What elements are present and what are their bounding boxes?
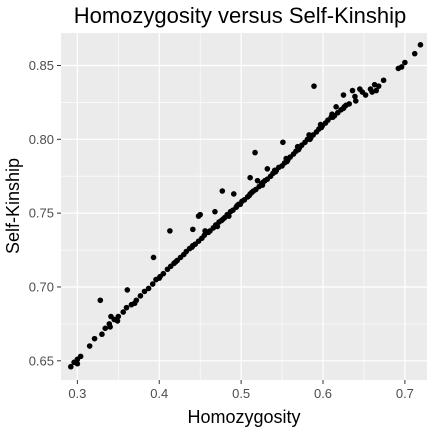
data-point bbox=[160, 270, 167, 277]
data-point bbox=[247, 174, 253, 181]
data-point bbox=[307, 136, 313, 143]
data-point bbox=[219, 188, 226, 194]
data-point bbox=[271, 167, 278, 174]
data-point bbox=[107, 324, 113, 330]
data-point bbox=[137, 293, 144, 299]
data-point bbox=[357, 86, 363, 92]
data-point bbox=[237, 201, 244, 208]
data-point bbox=[86, 343, 93, 349]
data-point bbox=[212, 208, 218, 215]
plot-panel bbox=[61, 33, 427, 380]
data-point bbox=[141, 288, 148, 295]
data-point bbox=[367, 86, 374, 92]
data-point bbox=[252, 149, 258, 156]
x-tick-label: 0.7 bbox=[396, 386, 414, 401]
data-point bbox=[306, 132, 312, 138]
y-axis-ticks: 0.65 0.70 0.75 0.80 0.85 bbox=[29, 58, 61, 368]
data-point bbox=[167, 228, 173, 234]
data-point bbox=[150, 254, 157, 261]
data-point bbox=[214, 223, 221, 230]
y-tick-label: 0.65 bbox=[29, 353, 54, 368]
x-tick-label: 0.6 bbox=[314, 386, 332, 401]
y-tick-label: 0.75 bbox=[29, 206, 54, 221]
data-point bbox=[68, 363, 74, 370]
data-point bbox=[115, 313, 122, 320]
data-point bbox=[371, 81, 378, 88]
data-point bbox=[123, 304, 130, 311]
data-point bbox=[202, 228, 208, 234]
y-tick-label: 0.70 bbox=[29, 279, 54, 294]
data-point bbox=[380, 77, 387, 84]
data-point bbox=[260, 179, 267, 185]
data-point bbox=[77, 353, 84, 360]
data-point bbox=[264, 166, 271, 172]
data-point bbox=[411, 50, 418, 57]
data-point bbox=[340, 105, 347, 112]
data-point bbox=[248, 189, 255, 196]
data-point bbox=[149, 281, 156, 287]
data-point bbox=[145, 285, 152, 292]
x-axis-title: Homozygosity bbox=[187, 407, 300, 427]
x-axis-ticks: 0.3 0.4 0.5 0.6 0.7 bbox=[68, 380, 414, 401]
data-point bbox=[230, 191, 237, 197]
data-point bbox=[91, 335, 98, 342]
data-point bbox=[294, 143, 301, 150]
y-tick-label: 0.80 bbox=[29, 132, 54, 147]
x-tick-label: 0.3 bbox=[68, 386, 86, 401]
data-point bbox=[131, 300, 138, 307]
x-tick-label: 0.4 bbox=[150, 386, 168, 401]
data-point bbox=[97, 297, 104, 304]
data-point bbox=[189, 244, 195, 250]
data-point bbox=[120, 309, 127, 315]
data-point bbox=[124, 287, 131, 293]
data-point bbox=[114, 318, 121, 324]
data-point bbox=[254, 177, 261, 184]
data-point bbox=[102, 325, 109, 332]
data-point bbox=[283, 155, 289, 162]
data-point bbox=[197, 211, 203, 218]
data-point bbox=[398, 64, 405, 70]
data-point bbox=[417, 42, 424, 48]
data-point bbox=[74, 360, 81, 367]
data-point bbox=[352, 93, 358, 100]
data-points bbox=[68, 42, 424, 370]
data-point bbox=[190, 226, 196, 233]
data-point bbox=[311, 83, 317, 89]
data-point bbox=[317, 121, 324, 128]
x-tick-label: 0.5 bbox=[232, 386, 250, 401]
data-point bbox=[352, 98, 359, 104]
chart-title: Homozygosity versus Self-Kinship bbox=[74, 3, 407, 28]
data-point bbox=[226, 213, 232, 219]
data-point bbox=[99, 331, 105, 338]
data-point bbox=[402, 59, 408, 66]
data-point bbox=[172, 259, 179, 265]
data-point bbox=[156, 275, 163, 281]
data-point bbox=[220, 216, 226, 222]
data-point bbox=[340, 92, 347, 98]
data-point bbox=[349, 87, 356, 94]
data-point bbox=[333, 104, 339, 110]
data-point bbox=[280, 139, 286, 146]
data-point bbox=[108, 313, 114, 320]
y-axis-title: Self-Kinship bbox=[3, 158, 23, 254]
data-point bbox=[329, 111, 335, 118]
data-point bbox=[373, 87, 380, 94]
y-tick-label: 0.85 bbox=[29, 58, 54, 73]
